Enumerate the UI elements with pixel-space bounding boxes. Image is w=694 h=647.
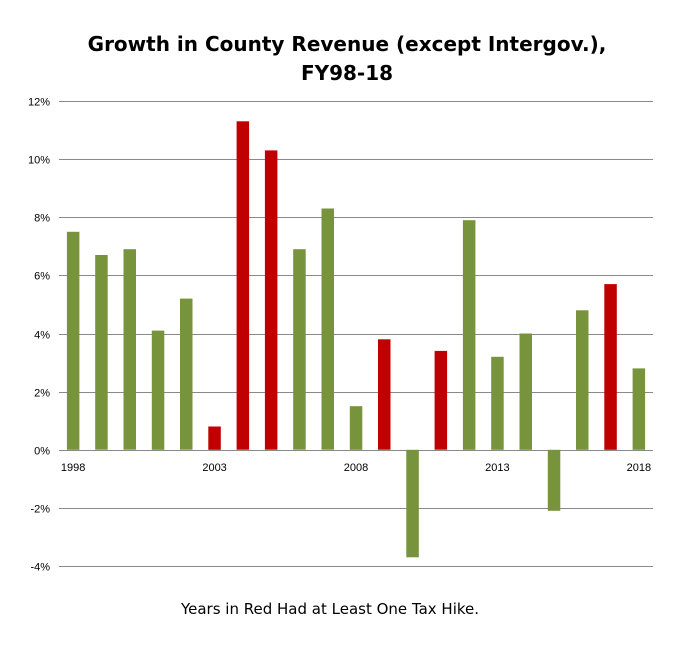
bars xyxy=(66,121,646,558)
bar-2016 xyxy=(576,310,589,450)
bar-2003 xyxy=(208,426,221,450)
bar-2009 xyxy=(378,339,391,450)
bar-2011 xyxy=(434,350,448,450)
y-tick-label: 8% xyxy=(34,213,50,225)
x-tick-label: 2008 xyxy=(344,462,368,474)
bar-2015 xyxy=(547,449,561,511)
chart-title-line-2: FY98-18 xyxy=(300,61,394,85)
x-tick-label: 1998 xyxy=(61,462,85,474)
bar-2006 xyxy=(293,249,306,450)
bar-2018 xyxy=(632,368,646,450)
bar-2010 xyxy=(406,449,419,558)
bar-1998 xyxy=(66,231,80,450)
bar-1999 xyxy=(95,255,108,450)
bar-2001 xyxy=(151,330,165,450)
bar-2017 xyxy=(604,284,617,450)
bar-2000 xyxy=(123,249,136,450)
bar-2007 xyxy=(321,208,334,450)
bar-2002 xyxy=(180,298,193,450)
chart-title-line-1: Growth in County Revenue (except Intergo… xyxy=(87,32,607,56)
x-tick-label: 2003 xyxy=(202,462,226,474)
y-tick-label: 0% xyxy=(34,446,50,458)
gridlines xyxy=(59,101,653,567)
bar-2004 xyxy=(236,121,250,450)
y-tick-label: -4% xyxy=(30,562,50,574)
y-tick-label: 10% xyxy=(28,155,50,167)
bar-2012 xyxy=(462,220,476,450)
bar-2013 xyxy=(491,356,504,450)
chart-title: Growth in County Revenue (except Intergo… xyxy=(0,30,694,88)
bar-2005 xyxy=(264,150,278,450)
y-tick-label: 2% xyxy=(34,388,50,400)
chart-caption: Years in Red Had at Least One Tax Hike. xyxy=(180,600,480,618)
x-tick-label: 2013 xyxy=(485,462,509,474)
bar-2008 xyxy=(349,406,363,450)
y-tick-label: 4% xyxy=(34,330,50,342)
tick-labels: 12% 10% 8% 6% 4% 2% 0% -2% -4% 1998 2003 2008 2013 20… xyxy=(28,97,651,574)
y-tick-label: 12% xyxy=(28,97,50,109)
x-tick-label: 2018 xyxy=(627,462,651,474)
y-tick-label: 6% xyxy=(34,271,50,283)
y-tick-label: -2% xyxy=(30,504,50,516)
bar-2014 xyxy=(519,333,532,450)
